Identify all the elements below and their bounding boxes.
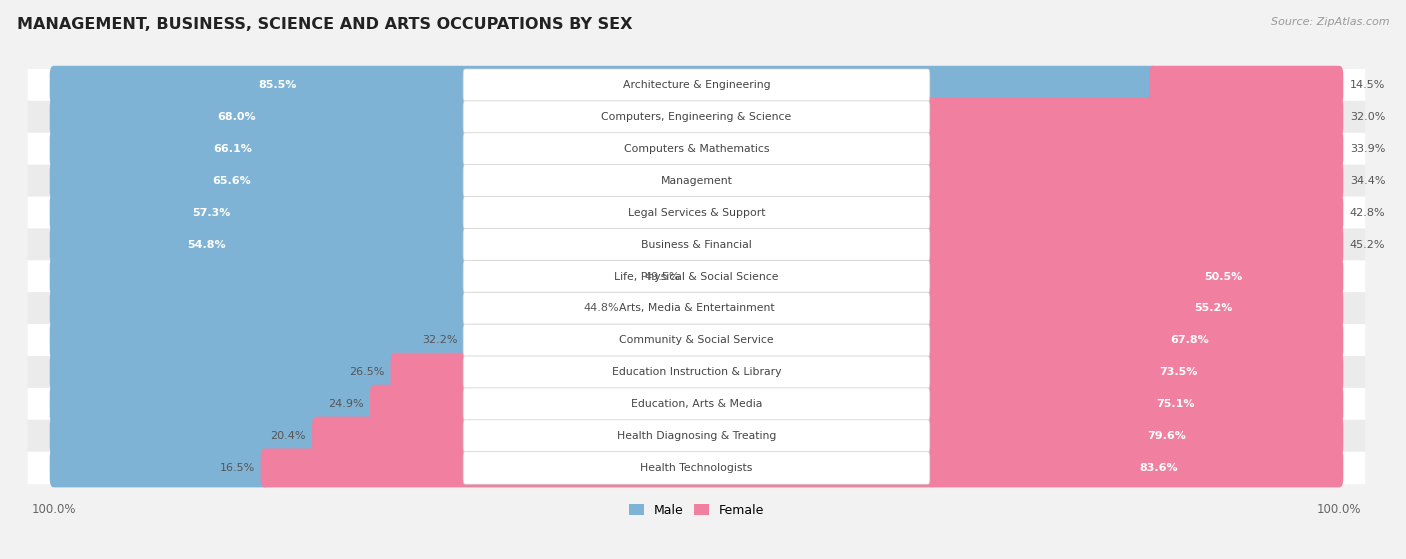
FancyBboxPatch shape	[463, 229, 929, 261]
Text: 26.5%: 26.5%	[349, 367, 384, 377]
FancyBboxPatch shape	[785, 193, 1343, 232]
FancyBboxPatch shape	[463, 165, 929, 197]
Legend: Male, Female: Male, Female	[624, 499, 769, 522]
FancyBboxPatch shape	[28, 69, 1365, 102]
FancyBboxPatch shape	[1149, 66, 1343, 105]
FancyBboxPatch shape	[312, 416, 1343, 456]
FancyBboxPatch shape	[28, 101, 1365, 134]
Text: 65.6%: 65.6%	[212, 176, 250, 186]
Text: 67.8%: 67.8%	[1170, 335, 1209, 345]
Text: Health Technologists: Health Technologists	[640, 463, 752, 473]
FancyBboxPatch shape	[626, 289, 1343, 328]
Text: 33.9%: 33.9%	[1350, 144, 1385, 154]
FancyBboxPatch shape	[28, 229, 1365, 261]
Text: Computers, Engineering & Science: Computers, Engineering & Science	[602, 112, 792, 122]
Text: MANAGEMENT, BUSINESS, SCIENCE AND ARTS OCCUPATIONS BY SEX: MANAGEMENT, BUSINESS, SCIENCE AND ARTS O…	[17, 17, 633, 32]
Text: 73.5%: 73.5%	[1160, 367, 1198, 377]
Text: 32.2%: 32.2%	[422, 335, 457, 345]
FancyBboxPatch shape	[49, 162, 901, 200]
FancyBboxPatch shape	[49, 193, 794, 232]
Text: Health Diagnosing & Treating: Health Diagnosing & Treating	[617, 431, 776, 441]
Text: 20.4%: 20.4%	[270, 431, 305, 441]
Text: Architecture & Engineering: Architecture & Engineering	[623, 80, 770, 90]
Text: 57.3%: 57.3%	[193, 208, 231, 218]
Text: 54.8%: 54.8%	[187, 240, 225, 250]
FancyBboxPatch shape	[893, 162, 1343, 200]
Text: Arts, Media & Entertainment: Arts, Media & Entertainment	[619, 304, 775, 314]
FancyBboxPatch shape	[49, 385, 378, 424]
FancyBboxPatch shape	[28, 260, 1365, 293]
FancyBboxPatch shape	[49, 321, 471, 360]
FancyBboxPatch shape	[49, 416, 319, 456]
FancyBboxPatch shape	[260, 448, 1343, 487]
FancyBboxPatch shape	[28, 132, 1365, 165]
Text: 45.2%: 45.2%	[1350, 240, 1385, 250]
Text: Education Instruction & Library: Education Instruction & Library	[612, 367, 782, 377]
Text: 75.1%: 75.1%	[1156, 399, 1195, 409]
Text: Education, Arts & Media: Education, Arts & Media	[631, 399, 762, 409]
FancyBboxPatch shape	[49, 98, 932, 136]
FancyBboxPatch shape	[28, 356, 1365, 389]
FancyBboxPatch shape	[370, 385, 1343, 424]
Text: Computers & Mathematics: Computers & Mathematics	[624, 144, 769, 154]
FancyBboxPatch shape	[464, 321, 1343, 360]
FancyBboxPatch shape	[28, 165, 1365, 197]
FancyBboxPatch shape	[463, 101, 929, 134]
FancyBboxPatch shape	[463, 324, 929, 357]
FancyBboxPatch shape	[463, 452, 929, 484]
Text: 83.6%: 83.6%	[1139, 463, 1178, 473]
FancyBboxPatch shape	[28, 452, 1365, 484]
FancyBboxPatch shape	[49, 257, 695, 296]
FancyBboxPatch shape	[463, 260, 929, 293]
FancyBboxPatch shape	[28, 388, 1365, 420]
FancyBboxPatch shape	[463, 132, 929, 165]
FancyBboxPatch shape	[28, 420, 1365, 452]
FancyBboxPatch shape	[49, 225, 762, 264]
FancyBboxPatch shape	[463, 69, 929, 102]
Text: 14.5%: 14.5%	[1350, 80, 1385, 90]
FancyBboxPatch shape	[463, 420, 929, 452]
FancyBboxPatch shape	[49, 353, 398, 392]
Text: Life, Physical & Social Science: Life, Physical & Social Science	[614, 272, 779, 282]
FancyBboxPatch shape	[463, 292, 929, 325]
Text: Source: ZipAtlas.com: Source: ZipAtlas.com	[1271, 17, 1389, 27]
FancyBboxPatch shape	[686, 257, 1343, 296]
Text: Community & Social Service: Community & Social Service	[619, 335, 773, 345]
FancyBboxPatch shape	[755, 225, 1343, 264]
Text: 79.6%: 79.6%	[1147, 431, 1185, 441]
FancyBboxPatch shape	[28, 324, 1365, 357]
FancyBboxPatch shape	[900, 130, 1343, 168]
Text: Business & Financial: Business & Financial	[641, 240, 752, 250]
Text: 66.1%: 66.1%	[212, 144, 252, 154]
FancyBboxPatch shape	[49, 66, 1157, 105]
FancyBboxPatch shape	[49, 448, 270, 487]
FancyBboxPatch shape	[28, 292, 1365, 325]
Text: 85.5%: 85.5%	[257, 80, 297, 90]
Text: 24.9%: 24.9%	[328, 399, 364, 409]
FancyBboxPatch shape	[49, 130, 907, 168]
Text: 44.8%: 44.8%	[583, 304, 620, 314]
Text: Legal Services & Support: Legal Services & Support	[627, 208, 765, 218]
FancyBboxPatch shape	[463, 388, 929, 420]
FancyBboxPatch shape	[49, 289, 634, 328]
Text: 32.0%: 32.0%	[1350, 112, 1385, 122]
Text: 42.8%: 42.8%	[1350, 208, 1385, 218]
Text: 34.4%: 34.4%	[1350, 176, 1385, 186]
FancyBboxPatch shape	[463, 197, 929, 229]
FancyBboxPatch shape	[391, 353, 1343, 392]
FancyBboxPatch shape	[924, 98, 1343, 136]
FancyBboxPatch shape	[463, 356, 929, 389]
FancyBboxPatch shape	[28, 197, 1365, 229]
Text: 16.5%: 16.5%	[221, 463, 256, 473]
Text: 68.0%: 68.0%	[218, 112, 256, 122]
Text: Management: Management	[661, 176, 733, 186]
Text: 50.5%: 50.5%	[1204, 272, 1241, 282]
Text: 49.5%: 49.5%	[644, 272, 679, 282]
Text: 55.2%: 55.2%	[1195, 304, 1233, 314]
